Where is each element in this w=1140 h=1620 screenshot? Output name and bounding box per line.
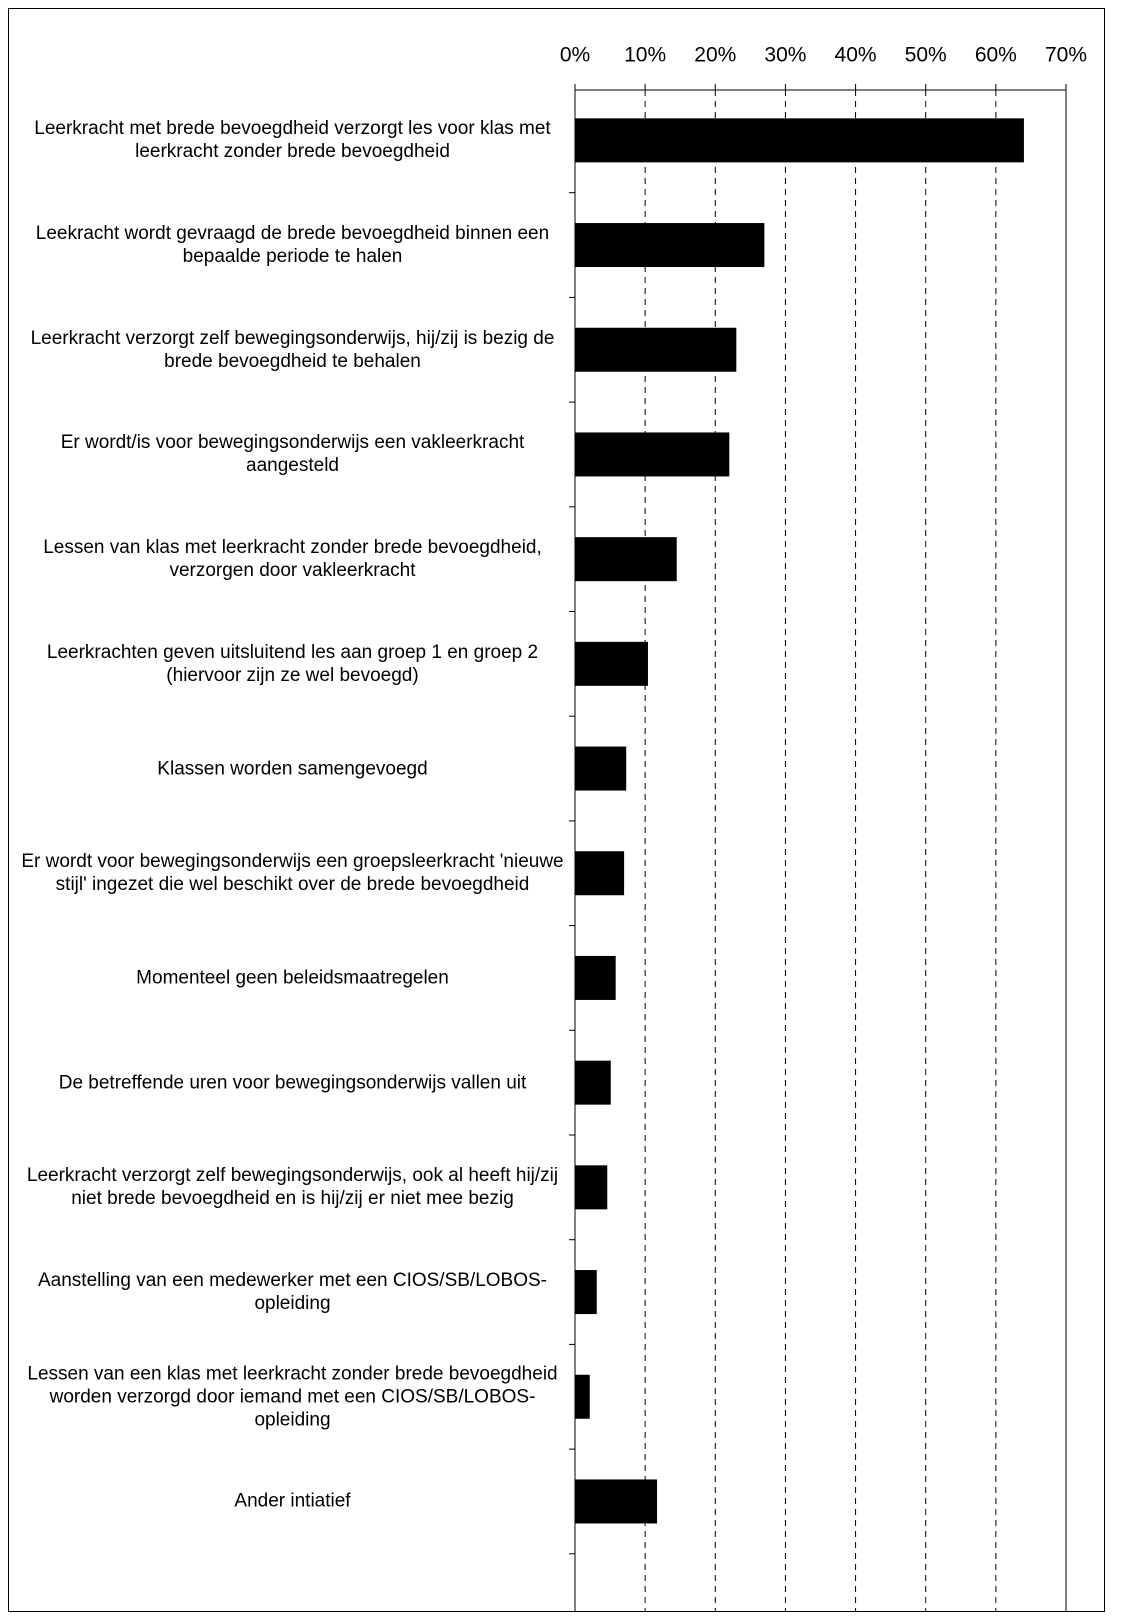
x-tick-label: 0% xyxy=(560,44,590,67)
category-label: Klassen worden samengevoegd xyxy=(157,758,428,780)
category-label: Lessen van een klas met leerkracht zonde… xyxy=(27,1363,558,1431)
x-tick-label: 20% xyxy=(694,44,736,67)
bar xyxy=(575,955,616,1000)
category-label: Aanstelling van een medewerker met een C… xyxy=(37,1270,548,1315)
category-label: Leerkracht verzorgt zelf bewegingsonderw… xyxy=(26,1165,559,1210)
bar xyxy=(575,1270,597,1315)
x-tick-label: 30% xyxy=(764,44,806,67)
category-label: Leekracht wordt gevraagd de brede bevoeg… xyxy=(35,223,550,268)
bar xyxy=(575,537,677,582)
bar xyxy=(575,118,1024,163)
x-tick-label: 70% xyxy=(1045,44,1087,67)
bar xyxy=(575,851,625,896)
bar xyxy=(575,432,730,477)
category-label: Ander intiatief xyxy=(234,1490,351,1512)
x-tick-label: 10% xyxy=(624,44,666,67)
bar xyxy=(575,1374,590,1419)
bar xyxy=(575,641,648,686)
category-label: Er wordt voor bewegingsonderwijs een gro… xyxy=(21,851,564,896)
bar xyxy=(575,746,627,791)
category-label: Leerkracht met brede bevoegdheid verzorg… xyxy=(34,118,551,163)
bar xyxy=(575,327,737,372)
category-label: Leerkracht verzorgt zelf bewegingsonderw… xyxy=(30,327,555,372)
category-label: De betreffende uren voor bewegingsonderw… xyxy=(58,1072,527,1094)
category-label: Momenteel geen beleidsmaatregelen xyxy=(136,967,449,989)
x-tick-label: 60% xyxy=(975,44,1017,67)
bar xyxy=(575,223,765,268)
x-tick-label: 50% xyxy=(905,44,947,67)
x-tick-label: 40% xyxy=(835,44,877,67)
bar xyxy=(575,1060,611,1105)
bar xyxy=(575,1165,608,1210)
category-label: Leerkrachten geven uitsluitend les aan g… xyxy=(46,641,539,686)
bar xyxy=(575,1479,658,1524)
category-label: Lessen van klas met leerkracht zonder br… xyxy=(43,537,542,582)
frame xyxy=(8,8,1105,1612)
category-label: Er wordt/is voor bewegingsonderwijs een … xyxy=(60,432,525,477)
